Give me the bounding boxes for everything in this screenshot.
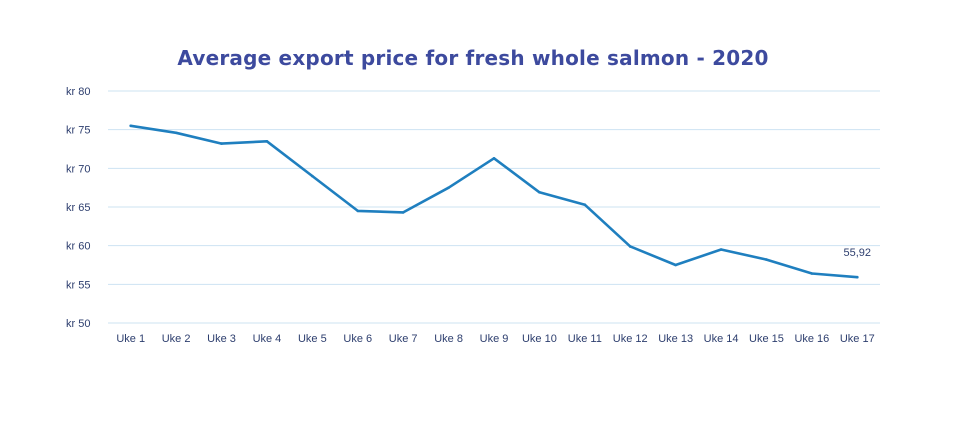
- y-tick-label: kr 75: [66, 125, 90, 137]
- data-point: [855, 275, 859, 279]
- x-tick-label: Uke 16: [794, 333, 829, 345]
- x-tick-label: Uke 4: [253, 333, 282, 345]
- data-point: [492, 156, 496, 160]
- x-tick-label: Uke 14: [704, 333, 739, 345]
- x-tick-label: Uke 2: [162, 333, 191, 345]
- data-point: [538, 191, 541, 194]
- x-axis: Uke 1 Uke 2 Uke 3 Uke 4 Uke 5 Uke 6 Uke 7 Uke 8…: [116, 333, 874, 345]
- y-tick-label: kr 50: [66, 318, 90, 330]
- x-tick-label: Uke 1: [116, 333, 145, 345]
- x-tick-label: Uke 8: [434, 333, 463, 345]
- x-tick-label: Uke 10: [522, 333, 557, 345]
- y-tick-label: kr 70: [66, 163, 90, 175]
- data-labels: 55,92: [844, 247, 872, 259]
- data-point: [628, 245, 632, 248]
- data-point: [129, 124, 133, 128]
- x-tick-label: Uke 5: [298, 333, 327, 345]
- data-point: [356, 209, 360, 213]
- y-axis: kr 50 kr 55 kr 60 kr 65 kr 70 kr 75 kr 80: [66, 86, 90, 330]
- x-tick-label: Uke 11: [568, 333, 602, 345]
- x-tick-label: Uke 6: [343, 333, 372, 345]
- x-tick-label: Uke 13: [658, 333, 693, 345]
- data-point: [174, 131, 178, 135]
- x-tick-label: Uke 12: [613, 333, 648, 345]
- data-point: [447, 186, 450, 189]
- x-tick-label: Uke 9: [480, 333, 509, 345]
- data-point: [583, 203, 587, 206]
- chart-title: Average export price for fresh whole sal…: [177, 46, 769, 70]
- data-point: [719, 248, 723, 251]
- x-tick-label: Uke 17: [840, 333, 875, 345]
- data-point: [311, 174, 314, 178]
- data-point: [674, 263, 677, 267]
- data-point: [220, 142, 223, 145]
- series-line: [129, 124, 859, 279]
- data-point: [810, 272, 814, 275]
- data-point: [765, 258, 768, 261]
- x-tick-label: Uke 7: [389, 333, 418, 345]
- data-point: [401, 211, 405, 214]
- series-group: [129, 124, 859, 279]
- y-tick-label: kr 55: [66, 279, 90, 291]
- data-label: 55,92: [844, 247, 872, 259]
- y-tick-label: kr 80: [66, 86, 90, 98]
- y-tick-label: kr 65: [66, 202, 90, 214]
- x-tick-label: Uke 15: [749, 333, 784, 345]
- y-tick-label: kr 60: [66, 241, 90, 253]
- data-point: [265, 139, 269, 143]
- gridlines: [108, 90, 880, 324]
- x-tick-label: Uke 3: [207, 333, 236, 345]
